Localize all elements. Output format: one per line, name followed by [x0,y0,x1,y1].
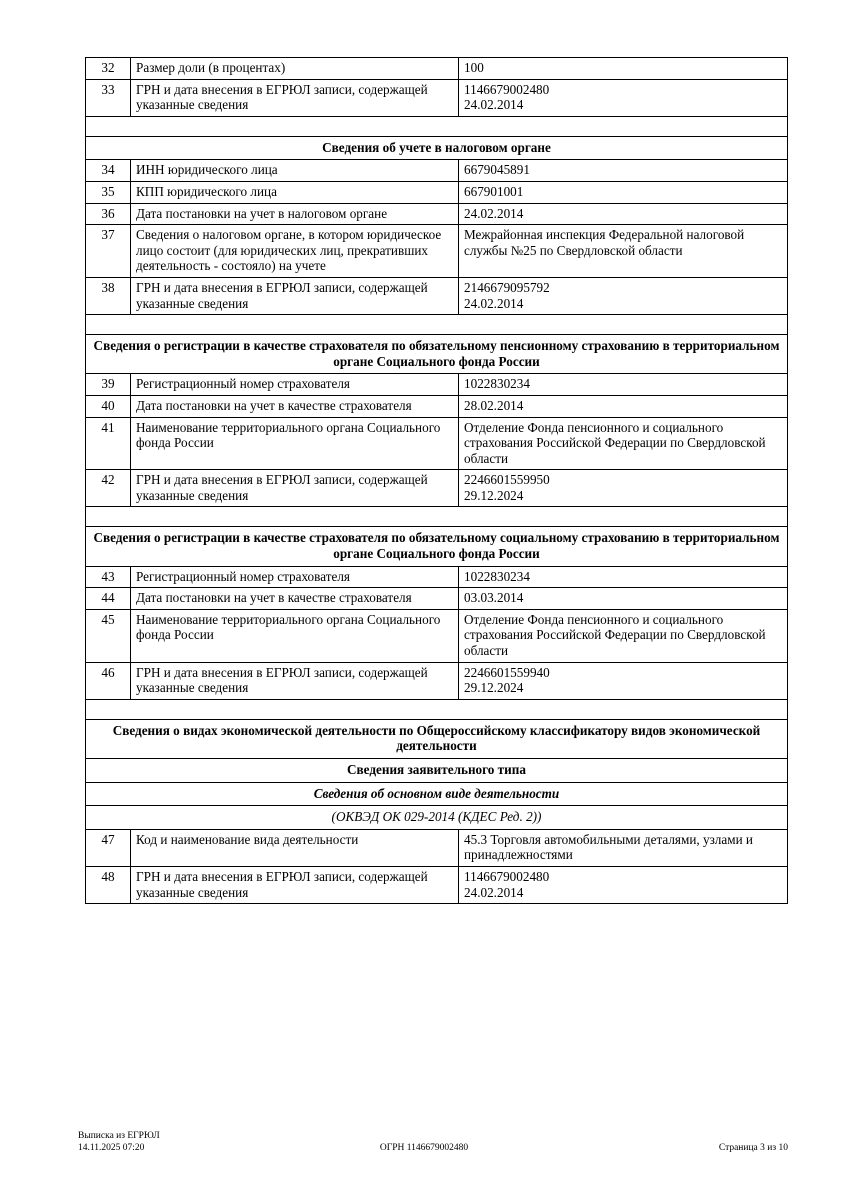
row-value: 03.03.2014 [458,587,788,610]
row-label: ГРН и дата внесения в ЕГРЮЛ записи, соде… [130,661,459,700]
row-number: 38 [85,276,131,316]
row-number: 44 [85,587,131,610]
row-number: 34 [85,159,131,182]
row-value: Межрайонная инспекция Федеральной налого… [458,224,788,278]
table-row: 42 ГРН и дата внесения в ЕГРЮЛ записи, со… [85,469,788,508]
row-number: 46 [85,661,131,700]
table-row: 33 ГРН и дата внесения в ЕГРЮЛ записи, со… [85,78,788,117]
table-row: 38 ГРН и дата внесения в ЕГРЮЛ записи, со… [85,276,788,316]
section-subheader: Сведения заявительного типа [85,758,788,783]
row-label: Дата постановки на учет в качестве страх… [130,394,459,418]
row-number: 40 [85,394,131,418]
table-row: 45 Наименование территориального органа С… [85,608,788,663]
row-number: 42 [85,469,131,508]
table-row: 43 Регистрационный номер страхователя 1022… [85,565,788,589]
table-row: 39 Регистрационный номер страхователя 1022… [85,373,788,396]
row-label: ГРН и дата внесения в ЕГРЮЛ записи, соде… [130,865,459,905]
section-header-text: Сведения об учете в налоговом органе [85,135,788,161]
section-header: Сведения о регистрации в качестве страхо… [85,334,788,375]
table-row: 41 Наименование территориального органа С… [85,416,788,471]
row-number: 45 [85,608,131,663]
egrul-data-table: 32 Размер доли (в процентах) 100 33 ГРН и да… [85,57,788,905]
table-row: 40 Дата постановки на учет в качестве стр… [85,394,788,418]
row-label: Наименование территориального органа Соц… [130,416,459,471]
section-spacer-cell [85,506,788,528]
row-value: 100 [458,57,788,80]
row-label: ГРН и дата внесения в ЕГРЮЛ записи, соде… [130,276,459,316]
table-body: 32 Размер доли (в процентах) 100 33 ГРН и да… [85,57,788,905]
row-label: ГРН и дата внесения в ЕГРЮЛ записи, соде… [130,78,459,117]
section-spacer-cell [85,314,788,336]
table-row: 48 ГРН и дата внесения в ЕГРЮЛ записи, со… [85,865,788,905]
row-label: ИНН юридического лица [130,159,459,182]
section-spacer-row [85,115,788,137]
section-header-text: Сведения о регистрации в качестве страхо… [85,526,788,567]
footer-ogrn: ОГРН 1146679002480 [379,1142,469,1153]
footer-page-number: Страница 3 из 10 [718,1142,788,1153]
row-value: 6679045891 [458,159,788,182]
section-subheader-text: (ОКВЭД ОК 029-2014 (КДЕС Ред. 2)) [85,805,788,830]
row-label: Дата постановки на учет в налоговом орга… [130,202,459,226]
row-value: 2246601559950 29.12.2024 [458,469,788,508]
row-value: 2146679095792 24.02.2014 [458,276,788,316]
row-value: Отделение Фонда пенсионного и социальног… [458,416,788,471]
row-value: 667901001 [458,180,788,204]
section-spacer-cell [85,115,788,137]
row-value: Отделение Фонда пенсионного и социальног… [458,608,788,663]
row-number: 35 [85,180,131,204]
row-number: 41 [85,416,131,471]
section-subheader: Сведения об основном виде деятельности [85,781,788,807]
section-header-text: Сведения о регистрации в качестве страхо… [85,334,788,375]
row-label: Регистрационный номер страхователя [130,373,459,396]
table-row: 37 Сведения о налоговом органе, в котором… [85,224,788,278]
row-label: Сведения о налоговом органе, в котором ю… [130,224,459,278]
row-number: 32 [85,57,131,80]
section-subheader-text: Сведения об основном виде деятельности [85,781,788,807]
row-value: 1146679002480 24.02.2014 [458,78,788,117]
section-subheader-text: Сведения заявительного типа [85,758,788,783]
row-label: Код и наименование вида деятельности [130,828,459,867]
table-row: 44 Дата постановки на учет в качестве стр… [85,587,788,610]
row-label: Наименование территориального органа Соц… [130,608,459,663]
table-row: 36 Дата постановки на учет в налоговом ор… [85,202,788,226]
row-label: Дата постановки на учет в качестве страх… [130,587,459,610]
section-header: Сведения о видах экономической деятельно… [85,718,788,760]
row-value: 2246601559940 29.12.2024 [458,661,788,700]
row-number: 48 [85,865,131,905]
page-footer: Выписка из ЕГРЮЛ 14.11.2025 07:20 ОГРН 1… [0,1131,848,1171]
row-value: 1146679002480 24.02.2014 [458,865,788,905]
section-spacer-row [85,698,788,720]
row-value: 1022830234 [458,373,788,396]
row-label: КПП юридического лица [130,180,459,204]
row-value: 45.3 Торговля автомобильными деталями, у… [458,828,788,867]
table-row: 32 Размер доли (в процентах) 100 [85,57,788,80]
row-label: Размер доли (в процентах) [130,57,459,80]
table-row: 46 ГРН и дата внесения в ЕГРЮЛ записи, со… [85,661,788,700]
row-number: 47 [85,828,131,867]
section-spacer-row [85,314,788,336]
row-label: Регистрационный номер страхователя [130,565,459,589]
footer-document-label: Выписка из ЕГРЮЛ 14.11.2025 07:20 [78,1131,160,1153]
row-number: 33 [85,78,131,117]
section-spacer-row [85,506,788,528]
section-header: Сведения о регистрации в качестве страхо… [85,526,788,567]
row-number: 39 [85,373,131,396]
row-label: ГРН и дата внесения в ЕГРЮЛ записи, соде… [130,469,459,508]
row-number: 43 [85,565,131,589]
table-row: 34 ИНН юридического лица 6679045891 [85,159,788,182]
row-number: 37 [85,224,131,278]
row-value: 28.02.2014 [458,394,788,418]
table-row: 47 Код и наименование вида деятельности 45… [85,828,788,867]
section-subheader: (ОКВЭД ОК 029-2014 (КДЕС Ред. 2)) [85,805,788,830]
row-value: 24.02.2014 [458,202,788,226]
table-row: 35 КПП юридического лица 667901001 [85,180,788,204]
row-number: 36 [85,202,131,226]
section-header: Сведения об учете в налоговом органе [85,135,788,161]
section-spacer-cell [85,698,788,720]
row-value: 1022830234 [458,565,788,589]
section-header-text: Сведения о видах экономической деятельно… [85,718,788,760]
